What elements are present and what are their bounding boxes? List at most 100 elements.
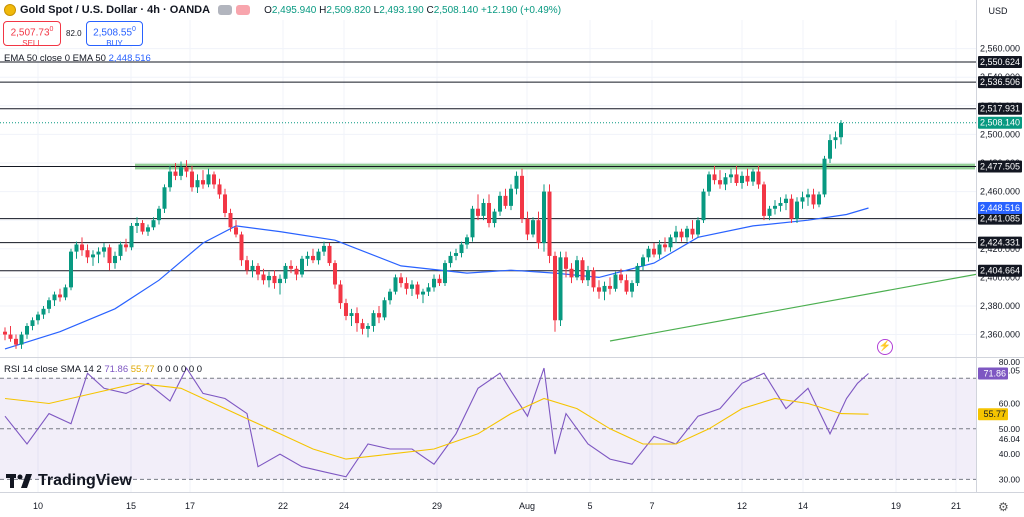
time-axis[interactable]: 10 15 17 22 24 29 Aug 5 7 12 14 19 21 xyxy=(33,501,961,511)
candle-body xyxy=(399,277,403,284)
candle-body xyxy=(19,334,24,345)
candle-body xyxy=(575,260,579,278)
candle-body xyxy=(432,278,436,288)
candle-body xyxy=(404,283,409,289)
rsi-legend[interactable]: RSI 14 close SMA 14 2 71.86 55.77 0 0 0 … xyxy=(4,364,202,375)
buy-button[interactable]: 2,508.550 BUY xyxy=(86,21,143,48)
candle-body xyxy=(322,245,326,252)
level-tag-label: 2,441.085 xyxy=(980,214,1020,224)
candle-body xyxy=(223,194,227,214)
candle-body xyxy=(740,175,744,183)
candle-body xyxy=(96,251,101,255)
time-tick-label: 19 xyxy=(891,501,901,511)
candle-body xyxy=(564,257,568,269)
price-tick-label: 2,360.000 xyxy=(980,330,1020,340)
price-tick-label: 2,420.000 xyxy=(980,244,1020,254)
candle-body xyxy=(179,167,183,176)
close-value: 2,508.140 xyxy=(433,4,479,16)
rsi-pane xyxy=(0,366,976,480)
rsi-tick-label: 50.00 xyxy=(999,424,1021,434)
high-value: 2,509.820 xyxy=(326,4,371,16)
candle-body xyxy=(102,247,106,252)
candle-body xyxy=(828,140,832,159)
rsi-sma-series xyxy=(4,382,869,460)
buy-price-sup: 0 xyxy=(132,26,136,33)
candle-body xyxy=(3,331,7,335)
candle-body xyxy=(41,308,46,315)
candle-body xyxy=(833,137,838,141)
time-tick-label: 21 xyxy=(951,501,961,511)
symbol-header: Gold Spot / U.S. Dollar · 4h · OANDA O2,… xyxy=(0,0,561,20)
level-tag-label: 2,536.506 xyxy=(980,77,1020,87)
candle-body xyxy=(646,248,651,258)
candle-body xyxy=(767,208,772,216)
candle-body xyxy=(316,251,321,261)
price-axis[interactable]: 2,360.000 2,380.000 2,400.000 2,420.000 2,44… xyxy=(978,44,1022,485)
candle-body xyxy=(91,254,95,258)
candle-body xyxy=(729,174,733,178)
candle-body xyxy=(443,263,447,284)
sell-price: 2,507.73 xyxy=(10,27,50,39)
candle-body xyxy=(217,184,222,195)
candle-body xyxy=(520,175,524,219)
candle-body xyxy=(63,287,68,298)
level-tag-label: 2,424.331 xyxy=(980,238,1020,248)
candle-body xyxy=(509,188,513,206)
candle-body xyxy=(421,291,425,295)
currency-selector[interactable]: USD xyxy=(988,6,1008,16)
lightning-icon[interactable]: ⚡ xyxy=(877,339,893,355)
eye-icon[interactable] xyxy=(218,5,233,15)
candle-body xyxy=(685,228,689,238)
candle-body xyxy=(190,171,194,188)
candle-body xyxy=(723,177,728,185)
candle-body xyxy=(157,208,161,221)
candle-body xyxy=(784,198,788,204)
candle-body xyxy=(602,285,607,292)
candle-body xyxy=(168,171,172,188)
candle-body xyxy=(696,220,700,235)
tilde-icon[interactable] xyxy=(236,5,251,15)
ema-legend[interactable]: EMA 50 close 0 EMA 50 2,448.516 xyxy=(4,53,151,64)
candle-body xyxy=(261,274,266,281)
candle-body xyxy=(355,313,359,324)
ema50-series xyxy=(4,207,869,350)
sell-button[interactable]: 2,507.730 SELL xyxy=(3,21,61,48)
candle-body xyxy=(536,220,541,244)
ascending-trendline[interactable] xyxy=(609,273,976,342)
candles xyxy=(3,120,843,349)
candle-body xyxy=(839,122,843,138)
time-tick-label: 15 xyxy=(126,501,136,511)
candle-body xyxy=(113,255,117,264)
horizontal-levels xyxy=(0,61,976,272)
settings-gear-icon[interactable]: ⚙ xyxy=(998,500,1009,514)
candle-body xyxy=(294,268,299,275)
candle-body xyxy=(349,313,354,316)
candle-body xyxy=(580,260,585,281)
rsi-tag-sma-bg xyxy=(978,408,1008,421)
candle-body xyxy=(751,171,755,182)
candle-body xyxy=(311,255,315,261)
candle-body xyxy=(239,234,244,261)
candle-body xyxy=(668,237,673,248)
candle-body xyxy=(278,278,282,284)
candle-body xyxy=(107,247,112,264)
rsi-tick-label: 60.00 xyxy=(999,399,1021,409)
candle-body xyxy=(382,300,387,318)
candle-body xyxy=(162,187,167,209)
tradingview-logo: TradingView xyxy=(6,472,132,490)
candle-body xyxy=(498,195,502,212)
open-value: 2,495.940 xyxy=(271,4,317,16)
time-tick-label: 14 xyxy=(798,501,808,511)
candle-body xyxy=(591,270,596,288)
rsi-legend-extra: 0 0 0 0 0 0 xyxy=(157,364,203,375)
candle-body xyxy=(514,175,519,189)
symbol-title[interactable]: Gold Spot / U.S. Dollar · 4h · OANDA xyxy=(20,4,211,16)
candle-body xyxy=(487,203,491,224)
candle-body xyxy=(465,237,469,245)
candle-body xyxy=(454,253,458,256)
candle-body xyxy=(553,255,557,321)
rsi-tick-label: 80.00 xyxy=(999,357,1021,367)
rsi-sma-legend-value: 55.77 xyxy=(130,364,155,375)
candle-body xyxy=(85,250,90,258)
